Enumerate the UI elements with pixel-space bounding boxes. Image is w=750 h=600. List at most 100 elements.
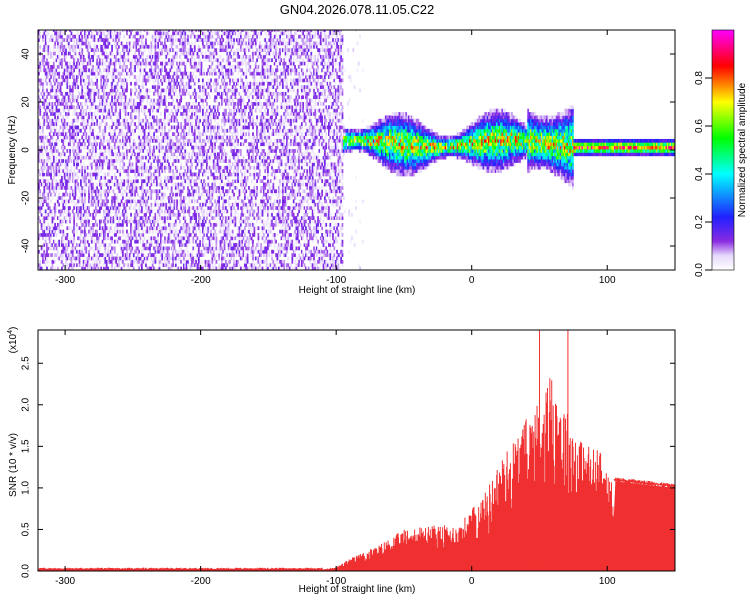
heatmap-cell bbox=[42, 253, 44, 257]
heatmap-cell bbox=[134, 189, 136, 194]
heatmap-cell bbox=[183, 196, 185, 200]
heatmap-cell bbox=[195, 38, 197, 42]
heatmap-cell bbox=[128, 239, 131, 244]
heatmap-cell bbox=[74, 65, 77, 69]
heatmap-cell bbox=[70, 169, 73, 173]
heatmap-cell bbox=[189, 142, 192, 147]
heatmap-cell bbox=[132, 34, 135, 39]
heatmap-cell bbox=[77, 71, 80, 76]
heatmap-cell bbox=[181, 142, 184, 147]
heatmap-cell bbox=[132, 216, 135, 220]
heatmap-cell bbox=[155, 182, 158, 187]
heatmap-cell bbox=[69, 169, 71, 173]
heatmap-cell bbox=[195, 266, 197, 270]
heatmap-cell bbox=[86, 239, 89, 244]
heatmap-cell bbox=[105, 182, 108, 187]
heatmap-cell bbox=[65, 182, 67, 187]
heatmap-cell bbox=[104, 175, 107, 180]
heatmap-cell bbox=[73, 199, 75, 204]
heatmap-cell bbox=[146, 71, 149, 76]
heatmap-cell bbox=[107, 78, 109, 83]
heatmap-cell bbox=[52, 186, 55, 190]
heatmap-cell bbox=[181, 51, 184, 56]
heatmap-cell bbox=[62, 246, 65, 251]
heatmap-cell bbox=[191, 145, 193, 150]
heatmap-cell bbox=[84, 41, 86, 46]
heatmap-cell bbox=[196, 125, 199, 130]
heatmap-cell bbox=[185, 226, 188, 231]
heatmap-cell bbox=[195, 212, 197, 217]
heatmap-cell bbox=[89, 172, 92, 177]
heatmap-cell bbox=[71, 149, 74, 153]
heatmap-cell bbox=[184, 253, 187, 257]
heatmap-cell bbox=[172, 112, 174, 116]
heatmap-cell bbox=[111, 256, 113, 261]
heatmap-cell bbox=[85, 209, 88, 214]
heatmap-cell bbox=[151, 233, 154, 237]
heatmap-cell bbox=[93, 112, 96, 116]
heatmap-cell bbox=[40, 212, 43, 217]
heatmap-cell bbox=[196, 118, 199, 123]
heatmap-cell bbox=[146, 115, 149, 120]
heatmap-cell bbox=[157, 41, 160, 46]
heatmap-cell bbox=[189, 58, 192, 63]
heatmap-cell bbox=[206, 108, 208, 113]
heatmap-cell bbox=[138, 206, 141, 210]
heatmap-cell bbox=[135, 81, 138, 86]
heatmap-cell bbox=[180, 239, 183, 244]
heatmap-cell bbox=[199, 229, 202, 234]
heatmap-cell bbox=[153, 159, 155, 163]
heatmap-cell bbox=[154, 38, 157, 42]
heatmap-cell bbox=[82, 243, 85, 247]
heatmap-cell bbox=[66, 169, 69, 173]
heatmap-cell bbox=[56, 48, 59, 52]
heatmap-cell bbox=[90, 186, 93, 190]
heatmap-cell bbox=[46, 246, 48, 251]
heatmap-cell bbox=[117, 182, 120, 187]
heatmap-cell bbox=[109, 125, 112, 130]
heatmap-cell bbox=[63, 199, 66, 204]
heatmap-cell bbox=[134, 68, 136, 73]
heatmap-cell bbox=[42, 243, 44, 247]
heatmap-cell bbox=[55, 58, 58, 63]
heatmap-cell bbox=[157, 85, 160, 89]
heatmap-cell bbox=[62, 149, 65, 153]
heatmap-cell bbox=[170, 243, 173, 247]
heatmap-cell bbox=[176, 249, 178, 254]
heatmap-cell bbox=[197, 61, 200, 66]
heatmap-cell bbox=[116, 196, 119, 200]
heatmap-cell bbox=[96, 172, 99, 177]
heatmap-cell bbox=[153, 256, 155, 261]
heatmap-cell bbox=[184, 169, 187, 173]
heatmap-cell bbox=[155, 236, 158, 241]
heatmap-cell bbox=[187, 236, 189, 241]
heatmap-cell bbox=[78, 105, 81, 110]
heatmap-cell bbox=[62, 199, 65, 204]
heatmap-cell bbox=[104, 44, 107, 49]
heatmap-cell bbox=[142, 98, 145, 103]
heatmap-cell bbox=[123, 256, 126, 261]
heatmap-cell bbox=[168, 75, 170, 79]
heatmap-cell bbox=[82, 202, 85, 207]
heatmap-cell bbox=[113, 54, 116, 59]
heatmap-cell bbox=[135, 169, 138, 173]
heatmap-cell bbox=[174, 236, 177, 241]
heatmap-cell bbox=[82, 68, 85, 73]
heatmap-cell bbox=[115, 85, 118, 89]
heatmap-cell bbox=[142, 186, 145, 190]
heatmap-cell bbox=[143, 30, 146, 32]
heatmap-cell bbox=[44, 71, 47, 76]
heatmap-cell bbox=[155, 226, 158, 231]
heatmap-cell bbox=[184, 48, 187, 52]
heatmap-cell bbox=[73, 142, 75, 147]
heatmap-cell bbox=[143, 138, 146, 143]
heatmap-cell bbox=[168, 30, 170, 32]
heatmap-cell bbox=[90, 71, 93, 76]
heatmap-cell bbox=[206, 135, 208, 140]
heatmap-cell bbox=[158, 81, 161, 86]
heatmap-cell bbox=[166, 246, 169, 251]
heatmap-cell bbox=[172, 172, 174, 177]
heatmap-cell bbox=[73, 155, 75, 160]
heatmap-cell bbox=[70, 186, 73, 190]
heatmap-cell bbox=[184, 44, 187, 49]
